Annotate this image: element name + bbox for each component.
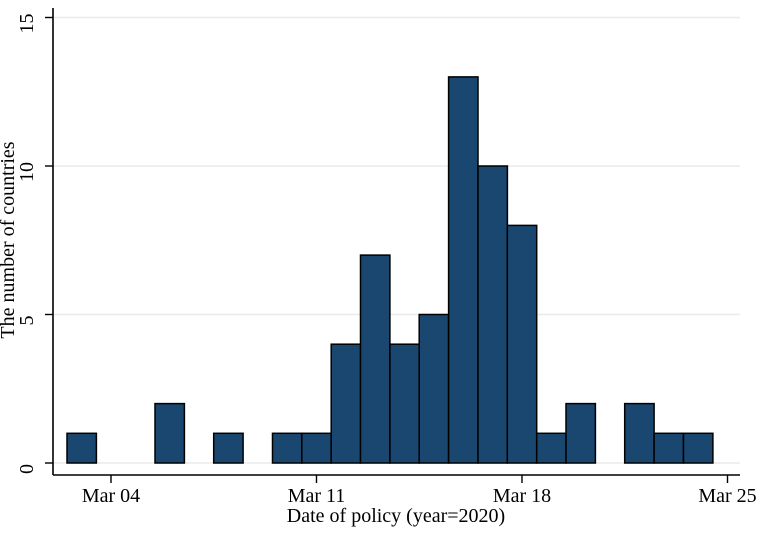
y-axis-title: The number of countries <box>0 141 19 338</box>
histogram-bar <box>301 432 332 464</box>
histogram-bar <box>565 402 597 464</box>
histogram-bar <box>623 402 655 464</box>
histogram-bar <box>212 432 244 464</box>
chart-plot-area: 0 5 10 15 Mar 04 Mar 11 Mar 18 Mar 25 <box>16 8 757 507</box>
y-tick-label: 0 <box>16 464 38 474</box>
x-tick-label: Mar 04 <box>82 485 140 507</box>
histogram-bar <box>271 432 303 464</box>
x-tick-label: Mar 18 <box>493 485 551 507</box>
histogram-bar <box>389 343 421 464</box>
y-tick-label: 15 <box>16 14 38 34</box>
x-axis-title: Date of policy (year=2020) <box>287 505 505 527</box>
histogram-bar <box>154 402 186 464</box>
histogram-bar <box>447 76 479 464</box>
x-tick-label: Mar 11 <box>288 485 346 507</box>
histogram-bar <box>506 224 538 464</box>
x-tick-label: Mar 25 <box>698 485 756 507</box>
histogram-bar <box>359 254 391 464</box>
histogram-bar <box>66 432 98 464</box>
histogram-bar <box>535 432 567 464</box>
histogram-bar <box>477 165 509 464</box>
y-tick-label: 10 <box>16 162 38 182</box>
histogram-bar <box>653 432 685 464</box>
histogram-bar <box>330 343 362 464</box>
histogram-bar <box>418 313 450 464</box>
y-tick-label: 5 <box>16 316 38 326</box>
histogram-bar <box>682 432 714 464</box>
